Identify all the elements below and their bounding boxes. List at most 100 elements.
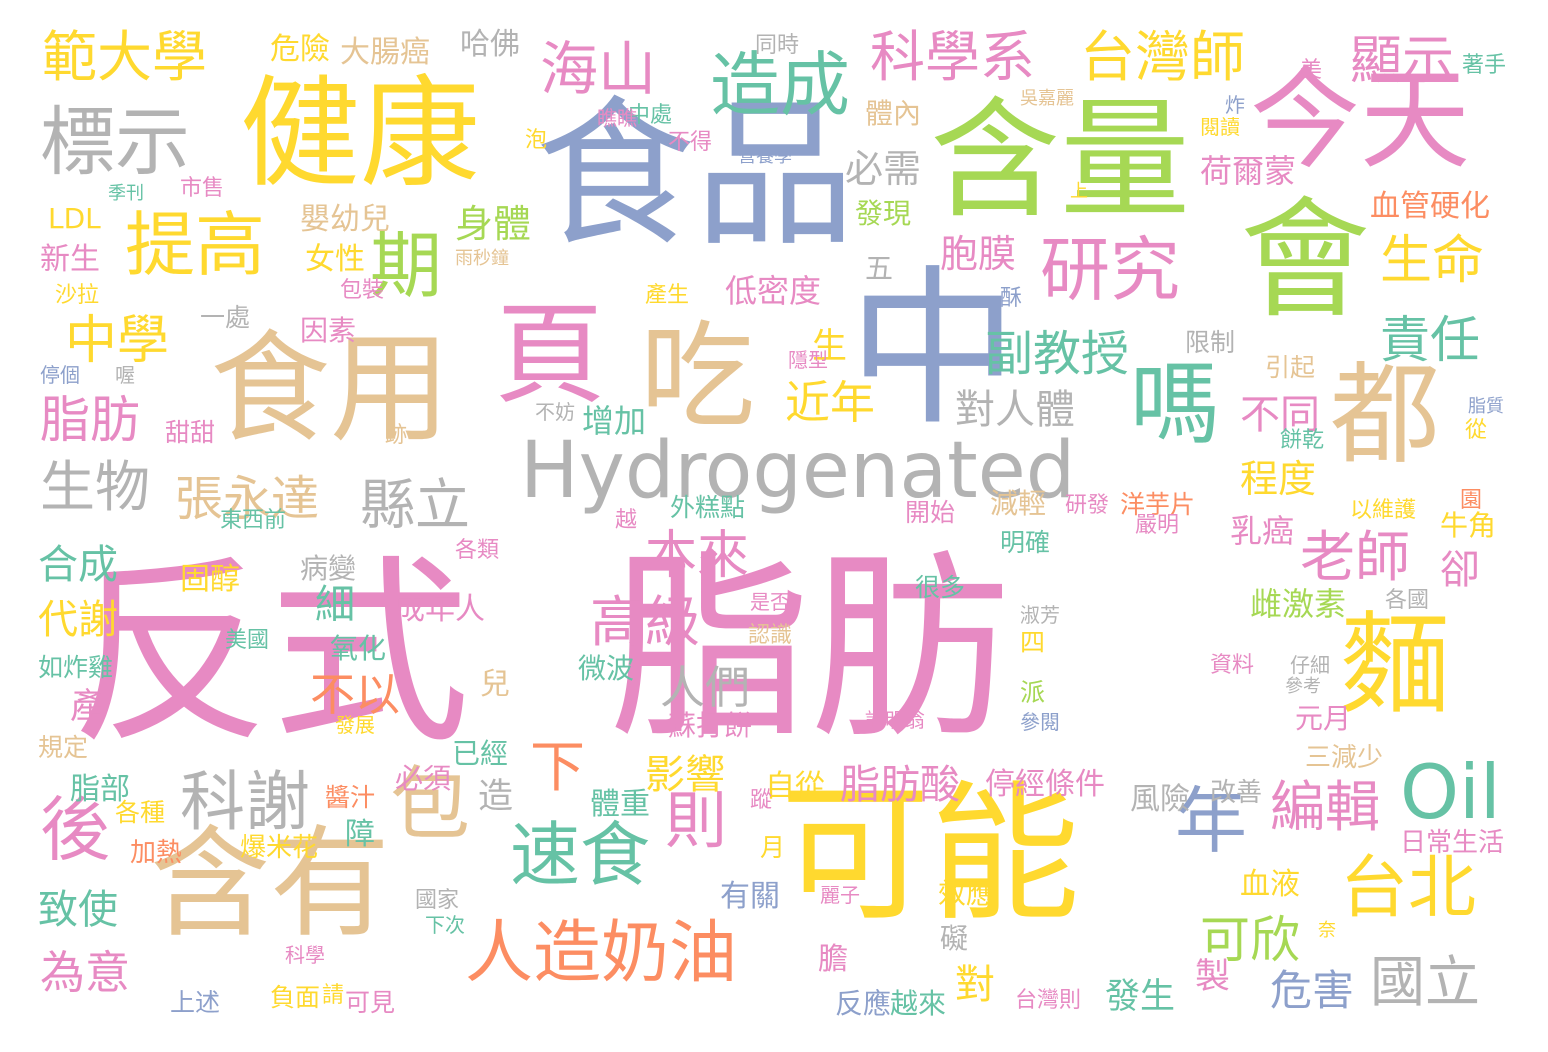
word-125: 可見 (345, 988, 396, 1017)
word-92: 發現 (855, 197, 912, 230)
word-48: 科謝 (180, 765, 311, 840)
word-77: 成年人 (395, 592, 485, 627)
word-105: 蘇打餅 (668, 709, 753, 742)
word-140: 酥 (1000, 286, 1023, 311)
word-179: 園 (1460, 488, 1483, 513)
word-104: 微波 (578, 652, 635, 685)
word-34: 生命 (1380, 231, 1485, 291)
word-122: 反應 (835, 987, 892, 1020)
word-144: 體內 (865, 97, 922, 130)
word-91: LDL (48, 202, 101, 235)
word-156: 市售 (180, 176, 225, 201)
word-44: 高級 (590, 590, 701, 654)
word-42: 近年 (785, 376, 876, 429)
word-20: 後 (40, 789, 110, 871)
word-11: 都 (1330, 351, 1440, 479)
word-184: 喔 (115, 363, 135, 387)
word-143: 生 (812, 327, 848, 367)
word-181: 不妨 (535, 400, 575, 424)
word-22: 年 (1175, 779, 1248, 863)
word-171: 跡 (385, 423, 408, 448)
word-158: 泡 (525, 128, 548, 153)
word-86: 大腸癌 (340, 35, 430, 70)
word-130: 東西前 (220, 508, 287, 533)
word-101: 很多 (915, 573, 966, 602)
word-166: 許明翁 (865, 708, 925, 732)
word-3: 中 (848, 251, 1019, 449)
word-29: 科學系 (870, 25, 1036, 89)
word-193: 奈 (1318, 920, 1336, 941)
word-14: 頁 (495, 291, 605, 419)
word-173: 下次 (425, 913, 465, 937)
word-28: 研究 (1040, 229, 1180, 311)
word-187: 障 (345, 817, 375, 852)
word-81: 血液 (1240, 867, 1300, 902)
word-133: 甜甜 (165, 418, 216, 447)
word-147: 營養學 (738, 146, 792, 167)
word-65: 血管硬化 (1370, 189, 1490, 224)
word-76: 病變 (300, 552, 357, 585)
word-178: 以維護 (1350, 498, 1417, 523)
word-58: 不同 (1240, 392, 1320, 438)
word-129: 美國 (225, 628, 270, 653)
word-148: 同時 (755, 33, 800, 58)
word-68: 雌激素 (1250, 585, 1347, 623)
word-52: 可欣 (1200, 911, 1300, 969)
word-99: 開始 (905, 498, 956, 527)
word-2: 食品 (535, 81, 856, 268)
word-35: 責任 (1380, 311, 1480, 369)
word-128: 如炸雞 (38, 653, 114, 682)
word-152: 閱讀 (1200, 115, 1240, 139)
word-54: 危害 (1270, 966, 1355, 1015)
word-82: 體重 (590, 787, 650, 822)
word-38: 生物 (40, 455, 151, 519)
word-98: 各國 (1385, 588, 1430, 613)
word-139: 產生 (645, 283, 690, 308)
word-80: 脂部 (70, 772, 130, 807)
word-56: 影響 (645, 752, 725, 798)
word-8: 食用 (210, 320, 450, 459)
word-69: 合成 (38, 542, 118, 588)
word-116: 效應 (938, 877, 995, 910)
word-19: 包 (390, 758, 470, 851)
word-70: 代謝 (38, 597, 118, 643)
word-109: 爆米花 (240, 833, 319, 863)
word-33: 顯示 (1350, 31, 1455, 91)
word-84: 風險 (1130, 782, 1190, 817)
word-13: 吃 (640, 310, 756, 444)
word-74: 細 (315, 582, 355, 628)
word-31: 範大學 (42, 25, 208, 89)
word-63: 低密度 (725, 272, 822, 310)
word-120: 發生 (1105, 977, 1176, 1017)
word-24: 標示 (40, 98, 191, 186)
word-79: 產 (70, 687, 106, 727)
word-108: 自從 (765, 769, 825, 804)
word-67: 乳癌 (1230, 512, 1295, 550)
word-102: 是否 (750, 590, 790, 614)
word-85: 危險 (270, 32, 330, 67)
word-89: 女性 (305, 242, 365, 277)
word-64: 荷爾蒙 (1200, 152, 1297, 190)
word-88: 嬰幼兒 (300, 202, 390, 237)
word-87: 哈佛 (460, 27, 520, 62)
word-59: 對人體 (955, 387, 1075, 433)
word-49: 下 (530, 735, 586, 799)
word-62: 必需 (845, 147, 922, 191)
word-78: 氧化 (330, 632, 387, 665)
word-112: 日常生活 (1400, 828, 1505, 858)
word-153: 吳嘉麗 (1020, 88, 1074, 109)
word-142: 引起 (1265, 353, 1316, 382)
word-119: 製 (1195, 957, 1231, 997)
word-162: 派 (1020, 678, 1046, 707)
word-83: 停經條件 (985, 767, 1105, 802)
word-10: 可能 (780, 768, 1081, 942)
word-75: 固醇 (180, 562, 240, 597)
word-43: 本來 (645, 526, 750, 586)
word-145: 中處 (628, 103, 673, 128)
word-32: 海山 (540, 35, 657, 103)
word-61: 胞膜 (940, 232, 1017, 276)
word-163: 資料 (1210, 653, 1255, 678)
word-164: 仔細 (1290, 653, 1330, 677)
word-167: 參閱 (1020, 710, 1060, 734)
